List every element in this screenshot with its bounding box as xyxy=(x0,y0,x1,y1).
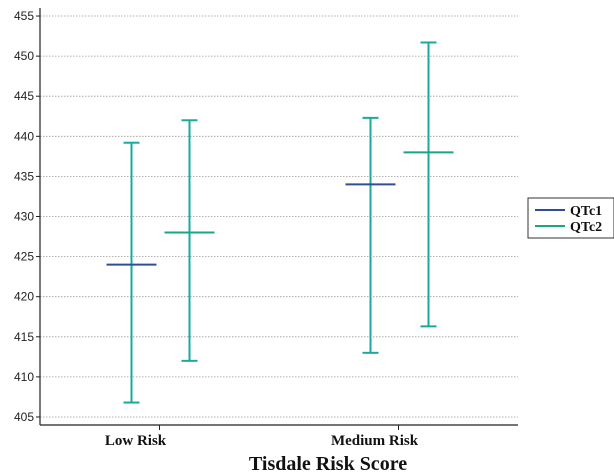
legend-box xyxy=(527,197,614,239)
y-tick-label: 420 xyxy=(14,290,34,304)
y-tick-label: 410 xyxy=(14,370,34,384)
y-tick-label: 415 xyxy=(14,330,34,344)
y-tick-label: 405 xyxy=(14,410,34,424)
y-tick-label: 435 xyxy=(14,169,34,183)
x-tick-label: Low Risk xyxy=(105,433,167,449)
y-tick-label: 430 xyxy=(14,210,34,224)
y-tick-label: 445 xyxy=(14,89,34,103)
x-tick-label: Medium Risk xyxy=(331,433,419,449)
axes xyxy=(39,8,518,426)
y-tick-label: 455 xyxy=(14,9,34,23)
x-axis-title: Tisdale Risk Score xyxy=(249,453,407,474)
y-tick-label: 440 xyxy=(14,129,34,143)
legend-label: QTc1 xyxy=(570,204,602,219)
y-axis-ticks: 405 410 415 420 425 430 435 440 445 450 455 Low Ris… xyxy=(14,9,419,449)
error-bars xyxy=(106,41,454,404)
y-tick-label: 425 xyxy=(14,250,34,264)
legend-label: QTc2 xyxy=(570,220,602,235)
y-tick-label: 450 xyxy=(14,49,34,63)
grid-lines xyxy=(40,15,518,418)
